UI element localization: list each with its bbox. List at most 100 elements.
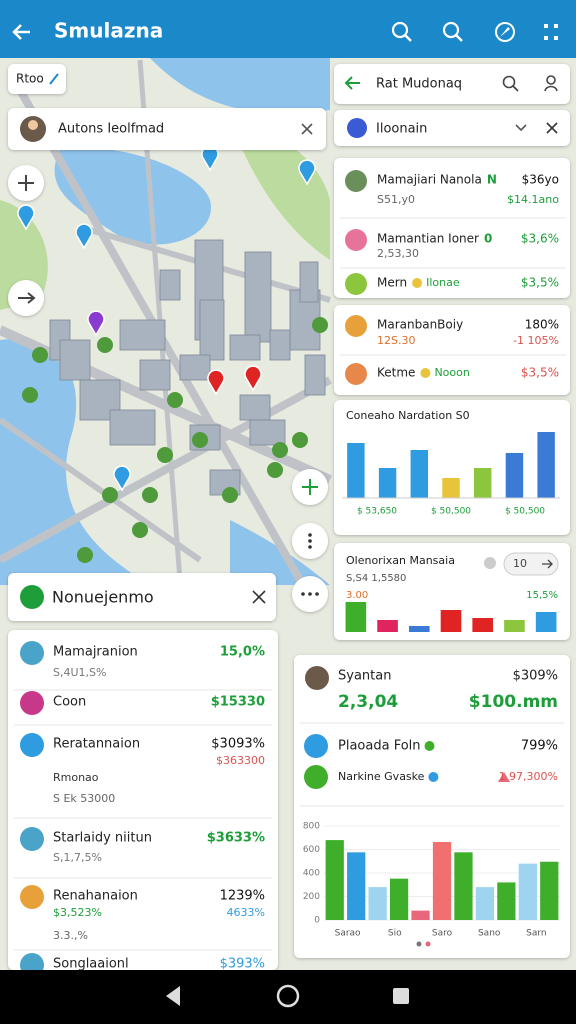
close-button[interactable] [301, 123, 313, 135]
item-name: Mamantian Ioner [377, 232, 479, 246]
map-pin[interactable] [87, 310, 105, 337]
home-button[interactable] [276, 984, 300, 1008]
chart-title: Olenorixan Mansaia [346, 554, 455, 567]
avatar [20, 733, 44, 757]
profile-button[interactable] [546, 75, 556, 85]
building [299, 261, 319, 303]
building [239, 394, 271, 421]
list-card [334, 158, 570, 298]
back-button[interactable] [344, 76, 360, 90]
tree [292, 432, 308, 448]
filter-icon [347, 118, 367, 138]
bar [347, 443, 365, 498]
recents-button[interactable] [393, 988, 409, 1004]
more-button[interactable] [554, 36, 558, 40]
avatar [345, 229, 367, 251]
item-tag: Nooon [434, 366, 469, 379]
search-button[interactable] [442, 21, 460, 39]
map-pin[interactable] [113, 465, 131, 492]
bar [345, 602, 367, 632]
row-name: Plaoada Foln [338, 739, 421, 754]
water [54, 148, 211, 245]
page-dot [425, 941, 431, 947]
bar [378, 468, 397, 498]
row-name: Narkine Gvaske [338, 770, 425, 783]
bar [518, 863, 537, 920]
item-tag: Ilonae [426, 276, 460, 289]
icon [512, 85, 519, 92]
list-title: Nonuejenmo [52, 588, 154, 607]
avatar [305, 666, 329, 690]
location-card[interactable] [8, 108, 326, 150]
item-name: Mamajiari Nanola [377, 173, 482, 187]
back-nav-button[interactable] [166, 986, 180, 1006]
item-value: $3,6% [521, 232, 559, 246]
icon [404, 34, 412, 42]
compass-button[interactable] [495, 22, 515, 42]
item-sub: S,1,7,5% [53, 851, 102, 864]
bar [410, 450, 429, 498]
item-name[interactable]: Mamajranion [53, 645, 138, 660]
app-title: Smulazna [54, 19, 163, 43]
park [230, 120, 330, 260]
item-sub: Rmonao [53, 771, 99, 784]
filter-bar[interactable] [334, 110, 570, 146]
building [244, 251, 272, 343]
x-label: Sio [388, 929, 402, 939]
avatar [20, 827, 44, 851]
item-name[interactable]: Starlaidy niitun [53, 831, 152, 846]
y-tick-label: 200 [303, 892, 320, 902]
building [109, 409, 156, 446]
item-value: $3,5% [521, 366, 559, 380]
bar [540, 861, 559, 920]
item-badge: 0 [484, 232, 492, 246]
summary-big: $100.mm [469, 692, 558, 712]
tree [132, 522, 148, 538]
search-button[interactable] [502, 75, 516, 89]
more-button[interactable] [544, 24, 548, 28]
row-dot [428, 772, 439, 782]
item-name[interactable]: Coon [53, 695, 86, 710]
bar [389, 878, 409, 920]
tree [142, 487, 158, 503]
bar [537, 432, 555, 498]
bar [454, 852, 473, 920]
item-value: $3093% [211, 737, 265, 752]
item-value: $393% [220, 957, 265, 972]
item-name[interactable]: Songlaaionl [53, 957, 129, 972]
bar [475, 887, 495, 920]
y-tick-label: 600 [303, 845, 320, 855]
icon [18, 175, 34, 191]
icon [252, 590, 266, 604]
toggle-value: 10 [513, 557, 527, 570]
map-pin[interactable] [298, 159, 316, 186]
more-button[interactable] [554, 24, 558, 28]
map-pin[interactable] [17, 204, 35, 231]
summary-value: $309% [513, 669, 558, 684]
toggle[interactable] [503, 552, 559, 576]
map-pin[interactable] [207, 369, 225, 396]
avatar [28, 120, 38, 130]
item-name[interactable]: Reratannaion [53, 737, 140, 752]
icon [455, 34, 463, 42]
icon [498, 772, 510, 782]
building [179, 354, 211, 381]
bar [473, 468, 492, 498]
bar [377, 620, 398, 632]
building [59, 339, 91, 381]
back-button[interactable] [12, 24, 30, 40]
location-name: Autons Ieolfmad [58, 122, 164, 137]
icon [546, 122, 558, 134]
more-button[interactable] [544, 36, 548, 40]
row-icon [304, 734, 328, 758]
map-pin[interactable] [75, 223, 93, 250]
item-name[interactable]: Renahanaion [53, 889, 138, 904]
map-pin[interactable] [244, 365, 262, 392]
search-chip[interactable] [8, 64, 66, 94]
item-sub: S,4U1,S% [53, 666, 106, 679]
search-button[interactable] [391, 21, 409, 39]
row-dot [424, 741, 435, 751]
summary-name: Syantan [338, 669, 391, 684]
panel-title: Rat Mudonaq [376, 77, 462, 92]
